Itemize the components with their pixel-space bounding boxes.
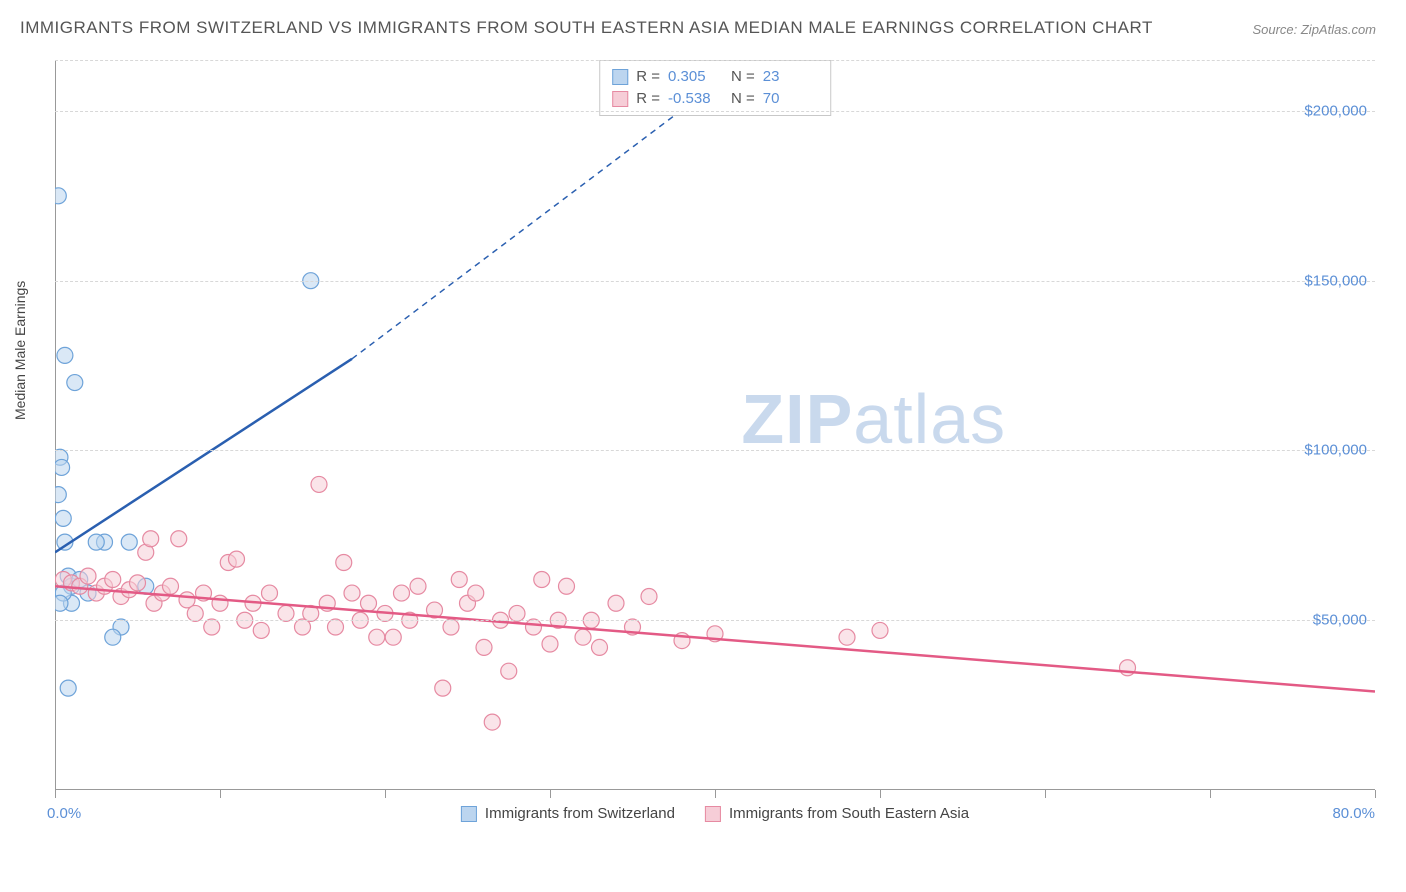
chart-title: IMMIGRANTS FROM SWITZERLAND VS IMMIGRANT…	[20, 18, 1153, 38]
legend-label: Immigrants from Switzerland	[485, 805, 675, 822]
data-point	[121, 534, 137, 550]
legend-item-1: Immigrants from South Eastern Asia	[705, 805, 969, 822]
y-axis-label: Median Male Earnings	[12, 281, 28, 420]
data-point	[592, 639, 608, 655]
swatch-icon	[705, 806, 721, 822]
y-tick-label: $150,000	[1304, 272, 1367, 289]
x-tick	[385, 790, 386, 798]
chart-area: ZIPatlas R = 0.305 N = 23 R = -0.538 N =…	[55, 60, 1375, 820]
x-tick	[55, 790, 56, 798]
data-point	[88, 534, 104, 550]
data-point	[839, 629, 855, 645]
data-point	[143, 531, 159, 547]
x-tick	[1210, 790, 1211, 798]
data-point	[311, 476, 327, 492]
x-max-label: 80.0%	[1332, 805, 1375, 822]
data-point	[344, 585, 360, 601]
x-tick	[1375, 790, 1376, 798]
data-point	[253, 622, 269, 638]
r-value: 0.305	[668, 66, 723, 88]
source-label: Source: ZipAtlas.com	[1252, 22, 1376, 37]
data-point	[336, 555, 352, 571]
gridline	[55, 620, 1375, 621]
data-point	[60, 680, 76, 696]
gridline	[55, 450, 1375, 451]
data-point	[262, 585, 278, 601]
data-point	[575, 629, 591, 645]
data-point	[55, 595, 68, 611]
data-point	[105, 629, 121, 645]
swatch-icon	[461, 806, 477, 822]
x-tick	[220, 790, 221, 798]
n-label: N =	[731, 66, 755, 88]
data-point	[171, 531, 187, 547]
data-point	[641, 588, 657, 604]
data-point	[55, 459, 70, 475]
data-point	[542, 636, 558, 652]
swatch-icon	[612, 91, 628, 107]
data-point	[361, 595, 377, 611]
legend-series: Immigrants from Switzerland Immigrants f…	[461, 805, 969, 822]
x-tick	[715, 790, 716, 798]
data-point	[187, 605, 203, 621]
data-point	[559, 578, 575, 594]
swatch-icon	[612, 69, 628, 85]
data-point	[476, 639, 492, 655]
data-point	[55, 487, 66, 503]
data-point	[212, 595, 228, 611]
data-point	[451, 571, 467, 587]
r-label: R =	[636, 66, 660, 88]
data-point	[163, 578, 179, 594]
data-point	[229, 551, 245, 567]
x-tick	[1045, 790, 1046, 798]
legend-item-0: Immigrants from Switzerland	[461, 805, 675, 822]
regression-line	[55, 359, 352, 553]
data-point	[410, 578, 426, 594]
legend-row-1: R = -0.538 N = 70	[612, 88, 818, 110]
x-tick	[550, 790, 551, 798]
y-tick-label: $200,000	[1304, 102, 1367, 119]
data-point	[278, 605, 294, 621]
r-label: R =	[636, 88, 660, 110]
data-point	[509, 605, 525, 621]
y-tick-label: $100,000	[1304, 442, 1367, 459]
data-point	[484, 714, 500, 730]
data-point	[872, 622, 888, 638]
data-point	[394, 585, 410, 601]
plot-svg	[55, 60, 1375, 790]
gridline	[55, 60, 1375, 61]
regression-line	[55, 586, 1375, 691]
data-point	[67, 375, 83, 391]
n-value: 70	[763, 88, 818, 110]
data-point	[385, 629, 401, 645]
legend-row-0: R = 0.305 N = 23	[612, 66, 818, 88]
n-value: 23	[763, 66, 818, 88]
data-point	[369, 629, 385, 645]
data-point	[80, 568, 96, 584]
data-point	[534, 571, 550, 587]
n-label: N =	[731, 88, 755, 110]
data-point	[328, 619, 344, 635]
data-point	[130, 575, 146, 591]
data-point	[443, 619, 459, 635]
y-tick-label: $50,000	[1313, 612, 1367, 629]
data-point	[105, 571, 121, 587]
data-point	[55, 188, 66, 204]
gridline	[55, 111, 1375, 112]
data-point	[57, 347, 73, 363]
legend-label: Immigrants from South Eastern Asia	[729, 805, 969, 822]
data-point	[608, 595, 624, 611]
legend-correlation: R = 0.305 N = 23 R = -0.538 N = 70	[599, 60, 831, 116]
x-min-label: 0.0%	[47, 805, 81, 822]
data-point	[501, 663, 517, 679]
x-tick	[880, 790, 881, 798]
data-point	[435, 680, 451, 696]
r-value: -0.538	[668, 88, 723, 110]
data-point	[204, 619, 220, 635]
data-point	[55, 510, 71, 526]
data-point	[468, 585, 484, 601]
data-point	[526, 619, 542, 635]
gridline	[55, 281, 1375, 282]
